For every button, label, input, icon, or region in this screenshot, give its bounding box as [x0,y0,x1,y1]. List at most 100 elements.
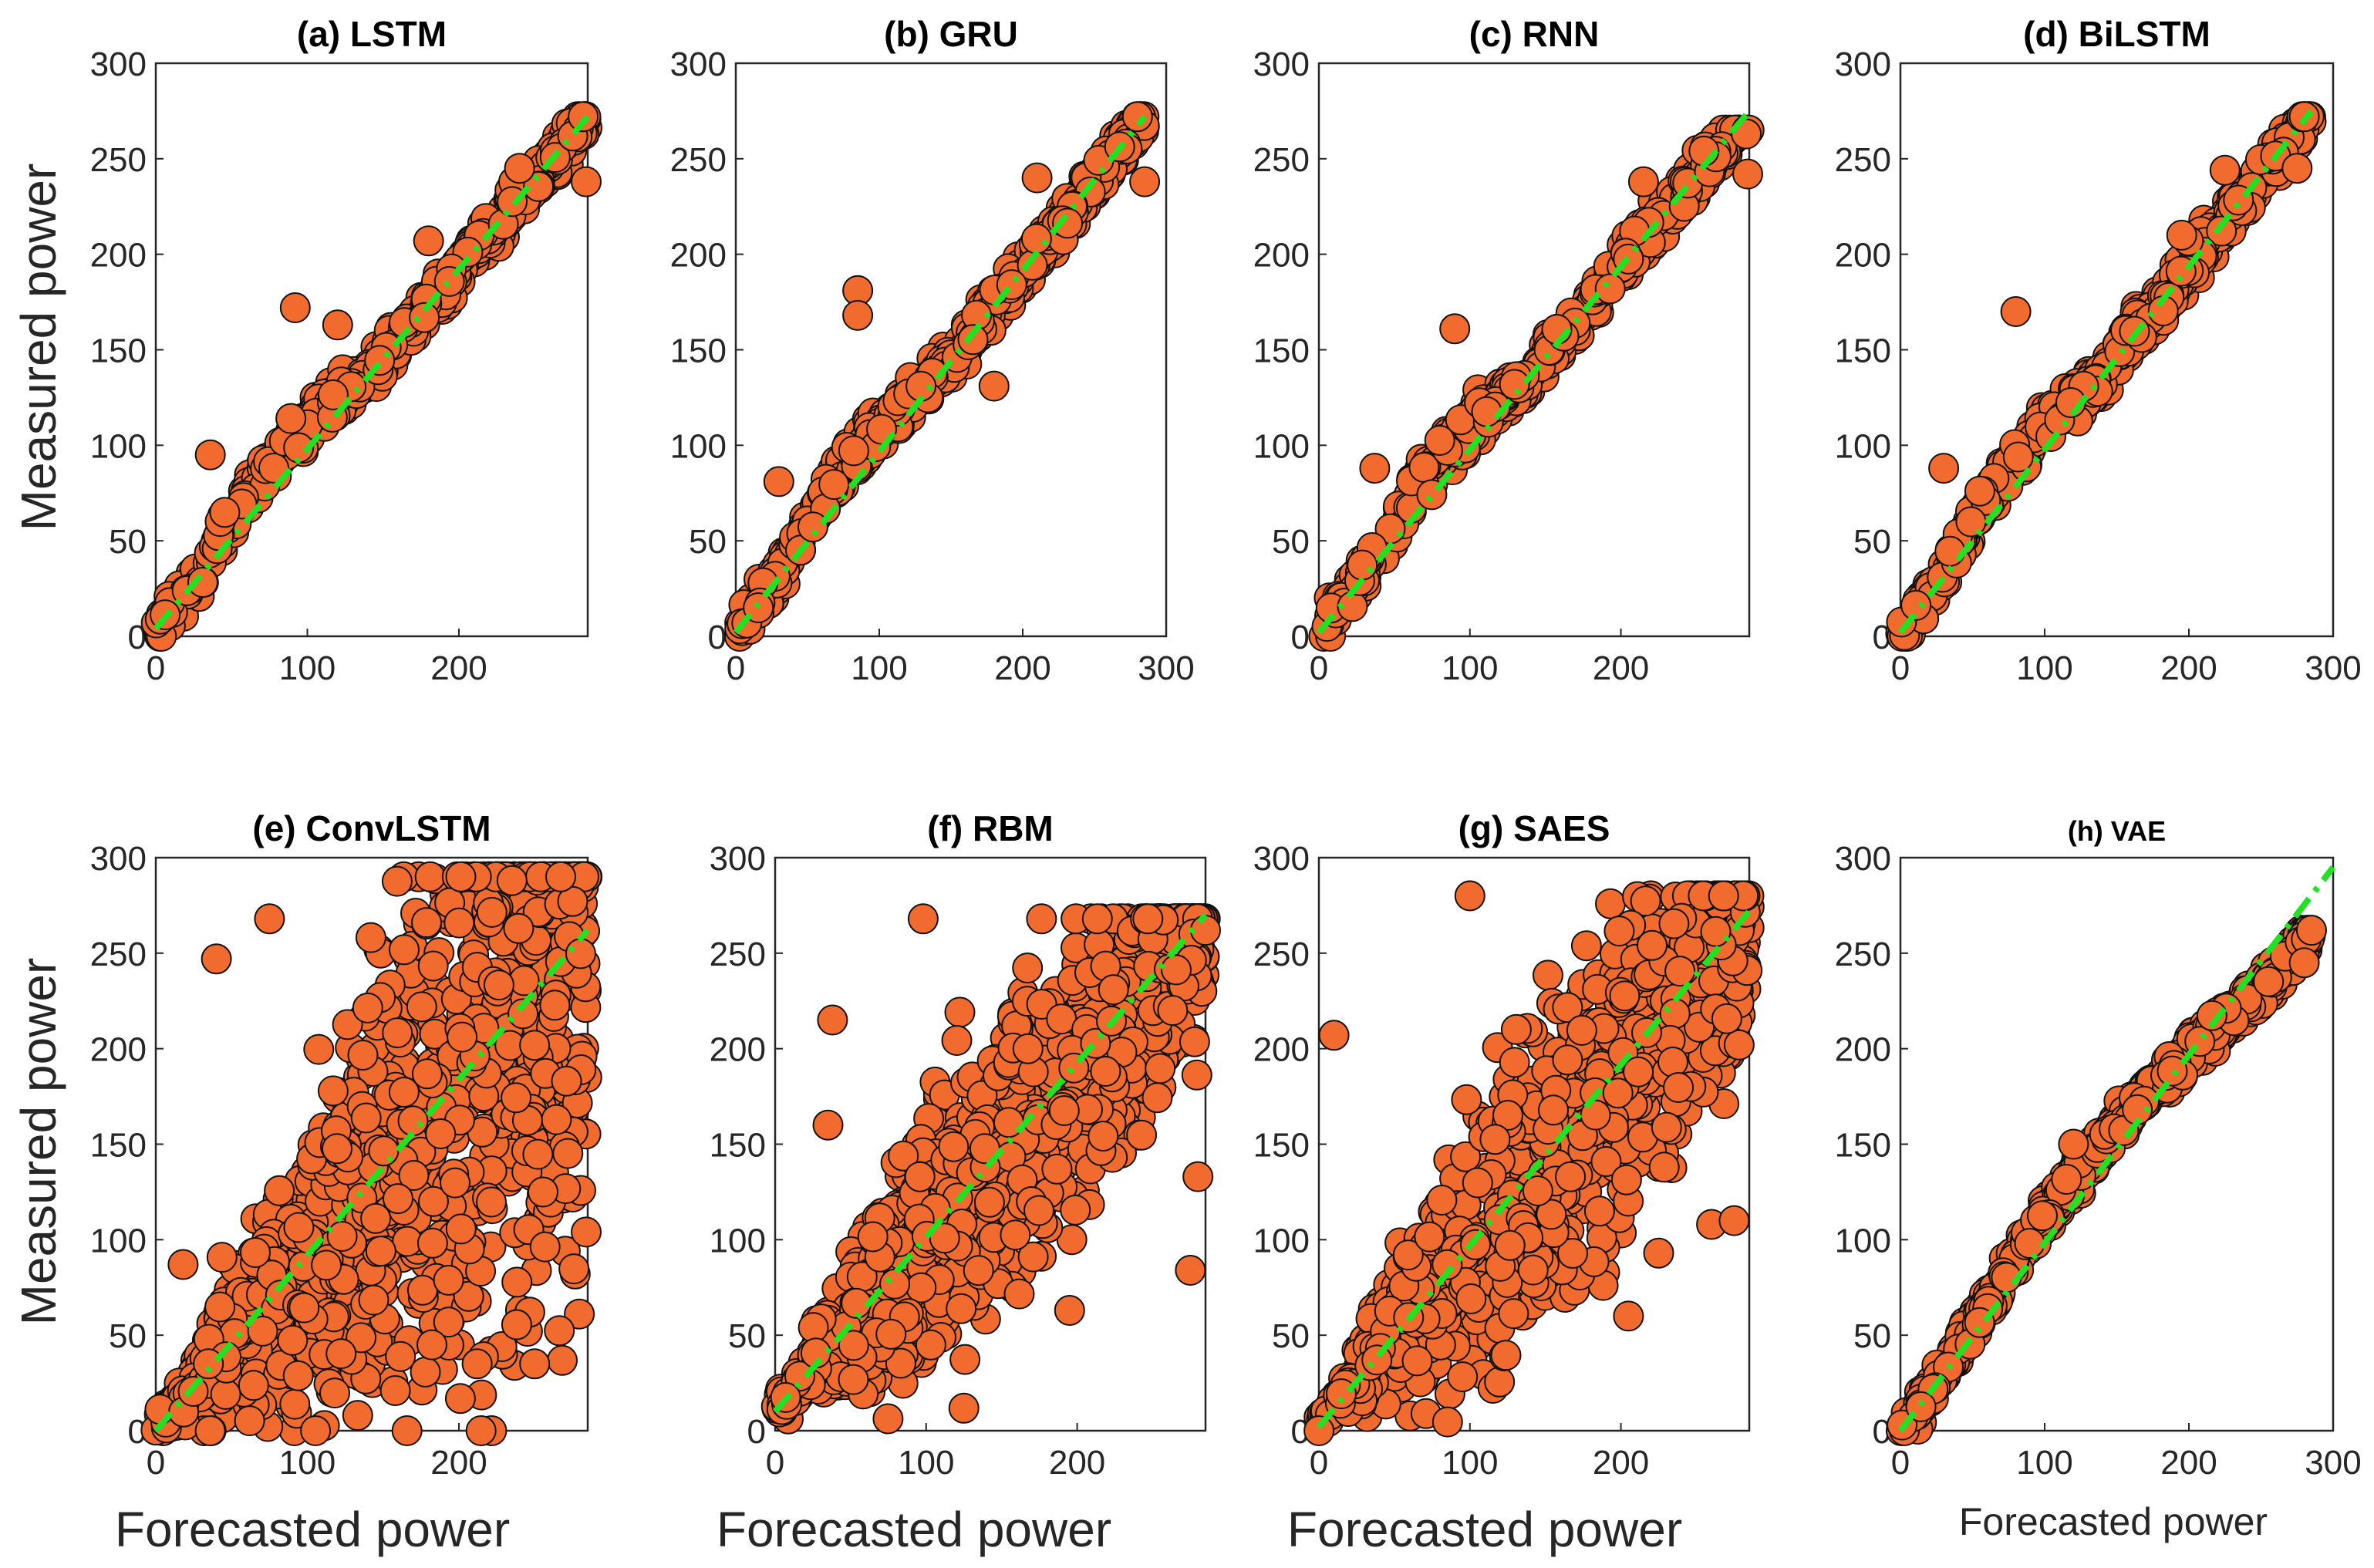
scatter-point [347,1040,379,1071]
scatter-point [1471,396,1502,427]
scatter-point [558,1253,590,1285]
scatter-point [798,1312,829,1344]
scatter-point [1081,903,1113,935]
x-tick-label: 0 [147,649,165,687]
scatter-point [240,1237,271,1268]
scatter-point [872,1403,904,1435]
scatter-point [904,1161,936,1192]
scatter-point [355,922,386,953]
scatter-point [194,439,226,470]
scatter-point [508,998,539,1030]
y-tick-label: 200 [1253,1031,1310,1069]
scatter-point [539,990,571,1021]
x-tick-label: 200 [1049,1444,1105,1482]
y-tick-label: 150 [670,332,727,370]
scatter-point [545,861,576,892]
scatter-point [519,1030,551,1061]
scatter-point [332,1009,363,1040]
scatter-point [444,1383,476,1415]
scatter-point [571,166,602,197]
scatter-point [528,1176,558,1208]
scatter-point [541,1104,572,1135]
scatter-point [279,292,311,323]
scatter-point [1627,166,1659,197]
scatter-point [433,1307,464,1338]
scatter-point [2209,154,2241,186]
y-tick-label: 0 [747,1413,766,1451]
scatter-point [360,1202,392,1234]
scatter-point [383,1183,413,1215]
scatter-point [915,1329,946,1361]
scatter-point [978,370,1010,402]
scatter-point [501,1266,533,1298]
scatter-point [838,1364,869,1395]
y-tick-label: 200 [90,1031,147,1069]
scatter-point [476,1186,507,1218]
scatter-point [317,1075,349,1107]
scatter-point [406,991,437,1023]
scatter-point [963,1255,994,1286]
y-tick-label: 100 [90,1222,147,1259]
scatter-point [317,379,349,410]
scatter-point [948,1392,980,1424]
scatter-point [1179,1026,1210,1057]
scatter-point [193,1348,224,1380]
x-tick-label: 200 [430,649,487,687]
y-tick-label: 50 [728,1317,766,1355]
y-tick-label: 250 [90,141,147,179]
scatter-point [1359,453,1391,484]
scatter-point [2166,219,2197,251]
x-tick-label: 100 [279,1444,336,1482]
scatter-point [519,1348,551,1380]
y-tick-label: 300 [1835,46,1891,83]
scatter-point [907,903,939,935]
scatter-point [2281,153,2313,184]
scatter-series [140,101,603,652]
panel-title: (a) LSTM [297,14,447,54]
scatter-point [425,1118,457,1149]
scatter-point [382,1017,413,1049]
scatter-point [411,1058,443,1090]
y-tick-label: 200 [710,1031,766,1069]
scatter-point [388,1077,420,1108]
x-tick-label: 200 [2160,649,2217,687]
scatter-series [760,903,1221,1435]
y-tick-label: 100 [1253,1222,1310,1259]
scatter-point [1431,1406,1463,1438]
x-tick-label: 0 [766,1444,784,1482]
scatter-point [418,1185,449,1217]
scatter-point [209,497,241,528]
scatter-point [879,1268,911,1300]
scatter-point [411,907,442,939]
ylabel-top-row: Measured power [11,164,66,531]
scatter-point [300,1415,332,1446]
scatter-point [364,345,396,376]
y-tick-label: 50 [1272,523,1310,561]
scatter-point [1190,915,1221,946]
scatter-point [1052,207,1084,239]
y-tick-label: 100 [710,1222,766,1259]
scatter-point [1439,313,1471,345]
scatter-point [277,1324,309,1356]
y-tick-label: 100 [90,427,147,465]
scatter-point [565,938,596,969]
scatter-point [1451,1084,1482,1115]
x-tick-label: 100 [1442,1444,1498,1482]
scatter-point [973,1186,1005,1218]
scatter-point [544,1315,575,1347]
y-tick-label: 0 [1291,619,1310,656]
scatter-point [389,934,420,966]
x-tick-label: 100 [2016,649,2072,687]
scatter-point [409,302,440,333]
fit-line [153,928,591,1433]
scatter-point [1090,1056,1121,1087]
scatter-point [818,469,850,501]
scatter-point [206,1242,238,1273]
scatter-point [1121,101,1153,133]
scatter-point [508,965,540,996]
scatter-point [365,1236,396,1267]
x-tick-label: 0 [727,649,745,687]
